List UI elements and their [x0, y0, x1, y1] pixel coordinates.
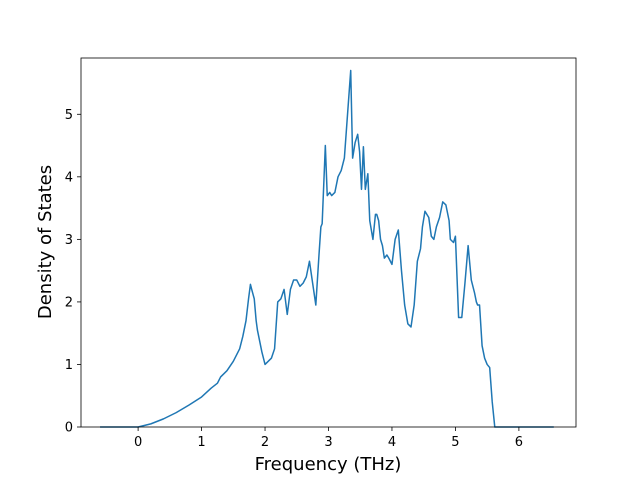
series-line-0: [100, 69, 554, 428]
y-axis-label: Density of States: [35, 165, 56, 319]
y-tick-label: 5: [65, 108, 73, 123]
x-axis-label: Frequency (THz): [255, 454, 402, 475]
x-tick-label: 3: [324, 435, 332, 450]
plot-area: [80, 57, 577, 428]
y-tick-label: 4: [65, 170, 73, 185]
y-tick-label: 2: [65, 295, 73, 310]
y-tick-label: 3: [65, 233, 73, 248]
x-tick-label: 0: [134, 435, 142, 450]
axes-frame: [80, 57, 577, 428]
x-tick-label: 4: [388, 435, 396, 450]
x-tick-label: 6: [515, 435, 523, 450]
x-tick-label: 1: [197, 435, 205, 450]
y-tick-label: 0: [65, 421, 73, 436]
axis-ticks: 0 1 2 3 4 5 6 0 1 2 3 4 5: [65, 108, 523, 450]
y-tick-label: 1: [65, 358, 73, 373]
x-tick-label: 5: [451, 435, 459, 450]
x-tick-label: 2: [261, 435, 269, 450]
